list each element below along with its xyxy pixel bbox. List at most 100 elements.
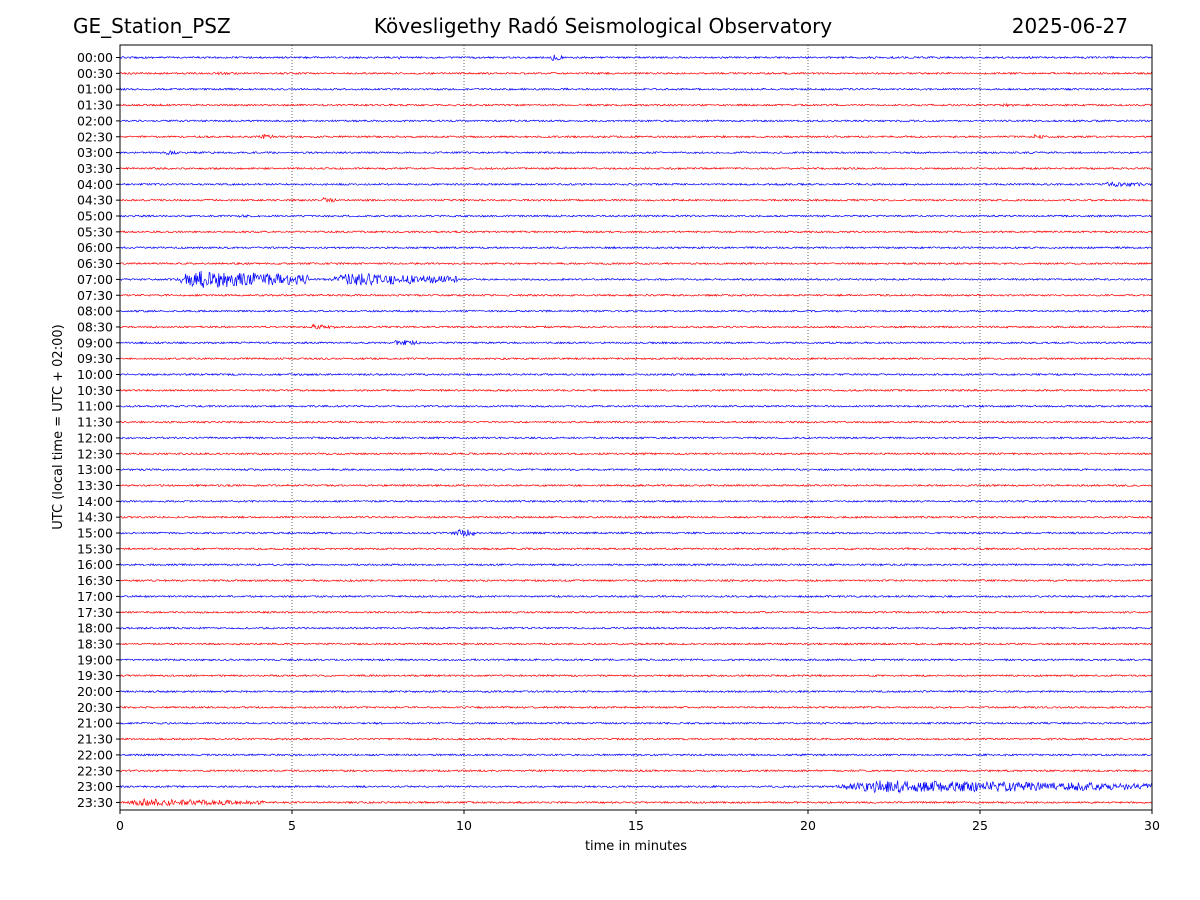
trace-1000 [119, 372, 1153, 377]
y-tick-label: 12:00 [77, 430, 113, 445]
y-tick-label: 06:30 [77, 256, 113, 271]
trace-2130 [119, 737, 1153, 741]
y-tick-label: 20:30 [77, 700, 113, 715]
trace-0000 [119, 54, 1153, 61]
y-tick-label: 03:00 [77, 145, 113, 160]
y-tick-label: 09:00 [77, 335, 113, 350]
y-tick-label: 14:30 [77, 510, 113, 525]
y-tick-label: 22:30 [77, 763, 113, 778]
y-tick-label: 05:00 [77, 209, 113, 224]
trace-1600 [119, 562, 1153, 567]
y-tick-label: 00:00 [77, 50, 113, 65]
y-tick-label: 00:30 [77, 66, 113, 81]
trace-0800 [119, 309, 1153, 313]
y-tick-label: 10:30 [77, 383, 113, 398]
trace-0230 [119, 133, 1153, 140]
trace-0730 [119, 293, 1153, 297]
trace-0700 [119, 270, 1153, 289]
x-tick-label: 15 [628, 818, 644, 833]
trace-2330 [119, 798, 1153, 807]
y-tick-label: 05:30 [77, 224, 113, 239]
y-tick-label: 08:30 [77, 319, 113, 334]
trace-1430 [119, 515, 1153, 519]
x-tick-label: 25 [972, 818, 988, 833]
trace-0630 [119, 261, 1153, 266]
y-tick-label: 16:30 [77, 573, 113, 588]
y-tick-label: 04:00 [77, 177, 113, 192]
y-tick-label: 11:30 [77, 415, 113, 430]
y-tick-label: 15:00 [77, 526, 113, 541]
trace-0400 [119, 181, 1153, 188]
y-tick-label: 15:30 [77, 541, 113, 556]
trace-1030 [119, 388, 1153, 393]
y-tick-labels: 00:0000:3001:0001:3002:0002:3003:0003:30… [77, 50, 120, 810]
trace-0330 [119, 166, 1153, 171]
y-tick-label: 09:30 [77, 351, 113, 366]
trace-1330 [119, 483, 1153, 488]
y-tick-label: 18:30 [77, 636, 113, 651]
trace-1500 [119, 528, 1153, 538]
trace-2100 [119, 721, 1153, 725]
trace-1530 [119, 546, 1153, 551]
trace-1200 [119, 436, 1152, 440]
y-tick-label: 17:30 [77, 605, 113, 620]
trace-0200 [119, 119, 1153, 123]
y-tick-label: 17:00 [77, 589, 113, 604]
y-tick-label: 18:00 [77, 621, 113, 636]
trace-0600 [119, 245, 1153, 250]
trace-2000 [119, 689, 1153, 694]
y-tick-label: 02:00 [77, 113, 113, 128]
trace-1130 [119, 420, 1153, 424]
trace-0430 [119, 197, 1153, 203]
trace-1300 [119, 467, 1153, 472]
y-tick-label: 19:00 [77, 652, 113, 667]
y-tick-label: 11:00 [77, 399, 113, 414]
trace-0100 [119, 87, 1153, 91]
y-tick-label: 14:00 [77, 494, 113, 509]
trace-0030 [119, 71, 1153, 76]
y-tick-label: 13:30 [77, 478, 113, 493]
trace-1930 [119, 673, 1153, 678]
y-tick-label: 23:00 [77, 779, 113, 794]
y-tick-label: 21:30 [77, 732, 113, 747]
y-tick-label: 12:30 [77, 446, 113, 461]
station-label: GE_Station_PSZ [73, 14, 231, 38]
trace-1630 [119, 578, 1153, 583]
y-tick-label: 16:00 [77, 557, 113, 572]
trace-1400 [119, 499, 1153, 504]
trace-1100 [119, 404, 1153, 408]
x-tick-label: 10 [456, 818, 472, 833]
y-tick-label: 03:30 [77, 161, 113, 176]
trace-0830 [119, 323, 1153, 330]
y-tick-label: 01:30 [77, 98, 113, 113]
chart-title: Kövesligethy Radó Seismological Observat… [373, 14, 833, 38]
trace-0900 [119, 339, 1153, 346]
trace-1230 [119, 452, 1153, 456]
y-axis-label: UTC (local time = UTC + 02:00) [51, 324, 66, 529]
trace-2200 [119, 753, 1153, 757]
x-tick-label: 0 [116, 818, 124, 833]
trace-2300 [119, 780, 1153, 794]
trace-0300 [119, 150, 1153, 156]
y-tick-label: 07:30 [77, 288, 113, 303]
y-tick-label: 21:00 [77, 716, 113, 731]
trace-1900 [119, 658, 1153, 662]
trace-2030 [119, 705, 1153, 710]
trace-1730 [119, 610, 1153, 614]
date-label: 2025-06-27 [1011, 14, 1128, 38]
x-tick-label: 20 [800, 818, 816, 833]
y-tick-label: 07:00 [77, 272, 113, 287]
y-tick-label: 23:30 [77, 795, 113, 810]
y-tick-label: 01:00 [77, 82, 113, 97]
trace-1830 [119, 642, 1153, 646]
y-tick-label: 20:00 [77, 684, 113, 699]
trace-0530 [119, 230, 1153, 234]
grid-lines [291, 45, 981, 810]
trace-1700 [119, 594, 1153, 599]
y-tick-label: 04:30 [77, 193, 113, 208]
x-tick-label: 30 [1144, 818, 1160, 833]
trace-0930 [119, 356, 1153, 361]
x-axis-label: time in minutes [585, 839, 687, 854]
y-tick-label: 13:00 [77, 462, 113, 477]
